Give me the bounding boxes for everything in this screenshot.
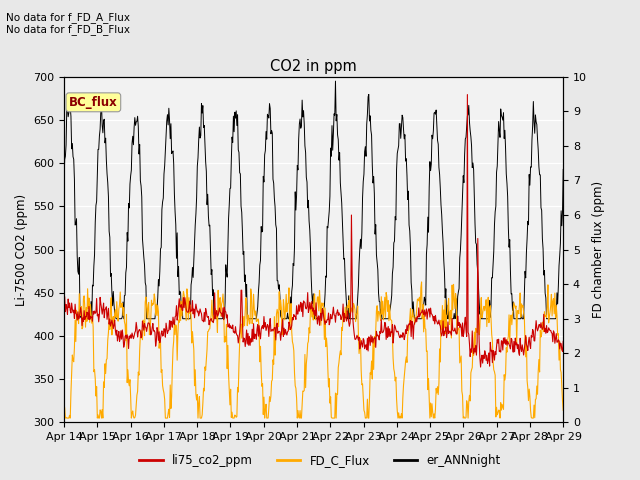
- Text: No data for f_FD_B_Flux: No data for f_FD_B_Flux: [6, 24, 131, 35]
- Text: BC_flux: BC_flux: [69, 96, 118, 109]
- Text: No data for f_FD_A_Flux: No data for f_FD_A_Flux: [6, 12, 131, 23]
- Y-axis label: FD chamber flux (ppm): FD chamber flux (ppm): [593, 181, 605, 318]
- Legend: li75_co2_ppm, FD_C_Flux, er_ANNnight: li75_co2_ppm, FD_C_Flux, er_ANNnight: [134, 449, 506, 472]
- Y-axis label: Li-7500 CO2 (ppm): Li-7500 CO2 (ppm): [15, 193, 28, 306]
- Title: CO2 in ppm: CO2 in ppm: [270, 59, 357, 74]
